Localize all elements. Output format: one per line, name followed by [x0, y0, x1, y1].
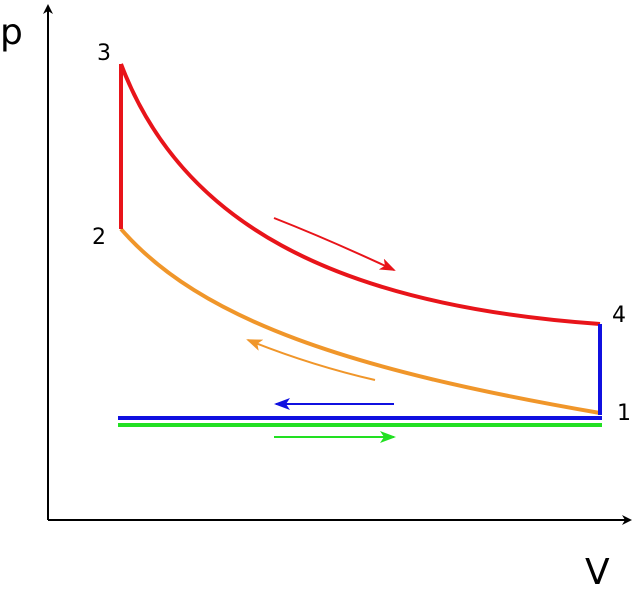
- point-label: 2: [92, 225, 106, 250]
- x-axis-label: V: [585, 552, 610, 593]
- point-label: 4: [612, 303, 626, 328]
- expansion-curve: [119, 63, 601, 326]
- compression-curve: [119, 227, 601, 415]
- point-label: 3: [97, 41, 111, 66]
- compression-arrow: [246, 339, 376, 381]
- expansion-arrow: [273, 217, 396, 271]
- point-label: 1: [617, 401, 631, 426]
- y-axis-label: p: [0, 12, 23, 53]
